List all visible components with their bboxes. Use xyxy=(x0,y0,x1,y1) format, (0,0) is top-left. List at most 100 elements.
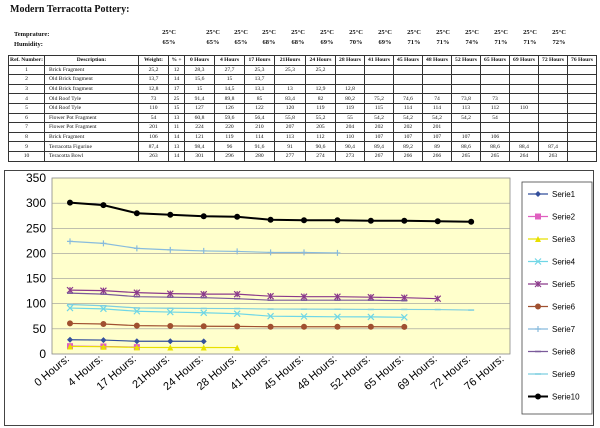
table-cell: 112 xyxy=(480,102,510,114)
humidity-value: 68% xyxy=(291,39,305,46)
column-header: Weight: xyxy=(138,55,169,66)
temperature-value: 25°C xyxy=(494,29,508,36)
table-cell: 25,2 xyxy=(138,64,169,76)
table-cell: 119 xyxy=(305,102,336,114)
table-cell: 220 xyxy=(214,122,245,133)
data-point xyxy=(301,323,308,330)
table-cell: 89,4 xyxy=(364,141,394,152)
data-point xyxy=(200,344,207,351)
table-cell: 277 xyxy=(274,150,306,162)
table-cell xyxy=(567,64,597,76)
table-cell: 266 xyxy=(422,150,452,162)
legend-label: Serie1 xyxy=(552,190,576,199)
data-point xyxy=(401,217,408,224)
table-cell: 107 xyxy=(364,131,394,143)
table-cell: 90,6 xyxy=(305,141,336,152)
table-cell: 54,2 xyxy=(422,112,452,124)
table-cell: 15,6 xyxy=(184,74,215,85)
table-cell: 88,4 xyxy=(509,141,539,152)
table-cell: 110 xyxy=(335,131,365,143)
table-cell: 55,8 xyxy=(274,112,306,124)
temperature-value: 25°C xyxy=(407,29,421,36)
table-cell: 120 xyxy=(274,102,306,114)
table-row: 3 Old Brick fragment 12,8 17 15 14,5 13,1 13 12,… xyxy=(8,83,597,95)
legend-box xyxy=(521,181,593,415)
table-cell: 121 xyxy=(184,131,215,143)
legend-label: Serie5 xyxy=(552,280,576,289)
table-cell: 75,2 xyxy=(364,93,394,104)
temperature-label: Temprature: xyxy=(14,31,50,38)
legend-label: Serie4 xyxy=(552,258,576,267)
table-cell xyxy=(364,74,394,85)
table-cell: 3 xyxy=(8,83,45,95)
data-point xyxy=(300,313,308,320)
humidity-value: 68% xyxy=(262,39,276,46)
table-cell: 204 xyxy=(335,122,365,133)
table-cell: 25,3 xyxy=(244,64,275,76)
table-cell: 263 xyxy=(538,150,568,162)
table-cell: 91,4 xyxy=(184,93,215,104)
table-cell: 266 xyxy=(393,150,423,162)
data-point xyxy=(301,249,308,256)
data-point xyxy=(534,280,542,288)
table-row: 8 Brick Fragment 106 14 121 119 114 113 112 110 10… xyxy=(8,131,597,143)
table-cell xyxy=(305,74,336,85)
data-point xyxy=(100,287,107,295)
table-cell: 114 xyxy=(393,102,423,114)
table-cell: 60,8 xyxy=(184,112,215,124)
table-cell xyxy=(538,93,568,104)
table-cell: 280 xyxy=(244,150,275,162)
table-cell: 107 xyxy=(451,131,481,143)
table-cell xyxy=(567,141,597,152)
table-cell xyxy=(335,74,365,85)
table-cell: 14 xyxy=(168,150,185,162)
table-cell: 119 xyxy=(335,102,365,114)
table-cell: 73 xyxy=(138,93,169,104)
temperature-value: 25°C xyxy=(234,29,248,36)
data-point xyxy=(67,343,73,350)
table-row: 7 Flower Pot Fragment 201 11 224 220 210 207 205… xyxy=(8,122,597,133)
column-header: 76 Hours xyxy=(567,55,597,66)
x-tick-label: 0 Hours: xyxy=(32,353,72,389)
data-point xyxy=(400,294,408,302)
table-cell xyxy=(567,102,597,114)
table-cell: 13 xyxy=(274,83,306,95)
table-row: 6 Flower Pot Fragment 54 13 60,8 59,6 56,4 55,8… xyxy=(8,112,597,124)
y-tick-label: 100 xyxy=(26,297,46,311)
table-cell: 106 xyxy=(480,131,510,143)
table-cell xyxy=(538,122,568,133)
table-row: 2 Old Brick fragment 13,7 14 15,6 15 13,7 xyxy=(8,74,597,85)
table-cell xyxy=(480,74,510,85)
column-header: 72 Hours xyxy=(538,55,568,66)
table-cell: 4 xyxy=(8,93,45,104)
table-cell: 56,4 xyxy=(244,112,275,124)
humidity-value: 65% xyxy=(162,39,176,46)
column-header: 21Hours xyxy=(274,55,306,66)
temperature-value: 25°C xyxy=(552,29,566,36)
table-cell xyxy=(451,64,481,76)
column-header: 24 Hours xyxy=(305,55,336,66)
data-point xyxy=(334,293,341,301)
humidity-value: 72% xyxy=(552,39,566,46)
data-point xyxy=(434,218,441,225)
table-cell: 11 xyxy=(168,122,185,133)
data-point xyxy=(434,295,442,303)
data-point xyxy=(401,323,408,330)
table-cell xyxy=(509,74,539,85)
table-cell: 201 xyxy=(138,122,169,133)
table-cell xyxy=(335,64,365,76)
table-cell xyxy=(480,122,510,133)
table-cell: 10 xyxy=(8,150,45,162)
table-cell: Terracotta Figurine xyxy=(44,141,139,152)
y-tick-label: 350 xyxy=(26,171,46,185)
table-cell: 25,2 xyxy=(305,64,336,76)
table-cell: 5 xyxy=(8,102,45,114)
humidity-value: 69% xyxy=(378,39,392,46)
temperature-value: 25°C xyxy=(465,29,479,36)
table-cell: 12 xyxy=(168,64,185,76)
table-cell: 264 xyxy=(509,150,539,162)
table-cell: 114 xyxy=(244,131,275,143)
table-cell xyxy=(538,83,568,95)
table-cell: 112 xyxy=(305,131,336,143)
data-point xyxy=(367,313,375,321)
